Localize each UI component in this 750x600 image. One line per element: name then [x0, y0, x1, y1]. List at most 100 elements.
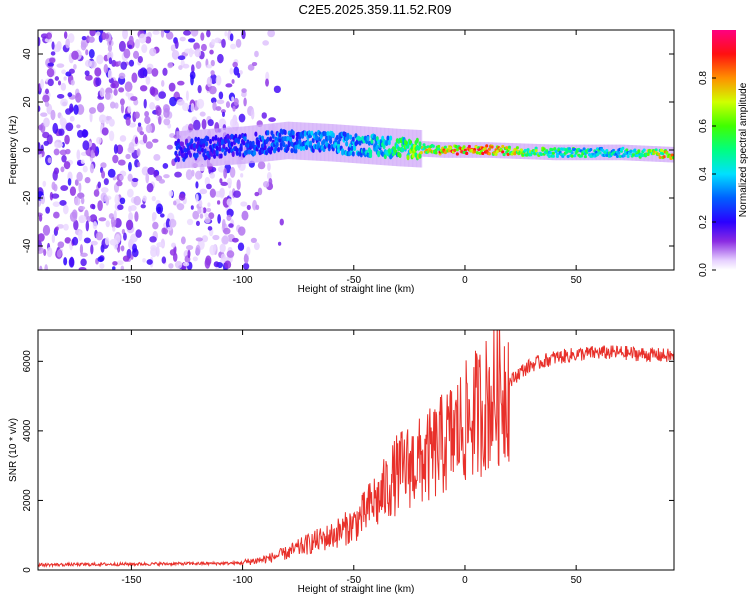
noise-speckle [58, 128, 65, 136]
noise-speckle [52, 201, 61, 207]
noise-speckle [185, 169, 193, 181]
noise-speckle [73, 104, 79, 115]
noise-speckle [44, 264, 48, 270]
noise-speckle [198, 199, 203, 208]
noise-speckle [190, 74, 194, 86]
ridge-blob [346, 132, 350, 138]
ridge-halo [385, 127, 388, 166]
noise-speckle [100, 187, 109, 193]
noise-speckle [119, 98, 125, 106]
noise-speckle [210, 59, 215, 67]
noise-speckle [54, 76, 60, 81]
ridge-halo [369, 126, 372, 165]
ridge-halo [219, 128, 223, 166]
noise-speckle [158, 115, 162, 125]
y-tick-label: 40 [22, 48, 33, 60]
colorbar-gradient [712, 30, 736, 270]
noise-speckle [78, 230, 83, 242]
noise-speckle [182, 262, 190, 267]
ridge-blob [190, 138, 194, 144]
ridge-blob [192, 143, 197, 149]
noise-speckle [71, 50, 79, 60]
noise-speckle [229, 166, 236, 178]
ridge-blob [387, 139, 391, 146]
ridge-blob [215, 145, 219, 151]
ridge-blob [610, 152, 614, 156]
noise-speckle [98, 217, 107, 222]
noise-speckle [53, 167, 60, 175]
noise-speckle [206, 30, 211, 38]
noise-speckle [221, 235, 229, 245]
noise-speckle [177, 80, 185, 86]
noise-speckle [137, 122, 142, 127]
ridge-blob [370, 138, 374, 144]
noise-speckle [128, 142, 135, 152]
noise-speckle [277, 241, 282, 246]
noise-speckle [143, 69, 148, 77]
noise-speckle [266, 172, 272, 181]
ridge-blob [637, 149, 641, 153]
noise-speckle [163, 174, 170, 179]
ridge-blob [583, 154, 588, 159]
noise-speckle [149, 47, 157, 57]
noise-speckle [161, 227, 167, 235]
noise-speckle [163, 118, 171, 126]
noise-speckle [243, 97, 247, 107]
noise-speckle [52, 122, 59, 134]
ridge-blob [322, 138, 326, 145]
noise-speckle [152, 138, 159, 143]
ridge-halo [430, 141, 433, 158]
noise-speckle [125, 116, 131, 126]
noise-speckle [231, 237, 239, 243]
noise-speckle [231, 96, 235, 102]
noise-speckle [190, 102, 195, 113]
noise-speckle [144, 110, 150, 118]
ridge-halo [408, 129, 411, 167]
noise-speckle [97, 256, 104, 263]
ridge-halo [573, 144, 576, 161]
noise-speckle [166, 144, 173, 150]
ridge-blob [481, 151, 485, 156]
noise-speckle [209, 49, 214, 55]
noise-speckle [141, 44, 148, 54]
noise-speckle [69, 106, 74, 112]
noise-speckle [139, 85, 148, 92]
x-tick-label: 0 [462, 575, 468, 586]
ridge-blob [422, 143, 426, 147]
ridge-blob [323, 131, 327, 137]
noise-speckle [75, 92, 82, 103]
noise-speckle [128, 212, 134, 222]
noise-speckle [60, 166, 65, 173]
noise-speckle [166, 226, 172, 231]
noise-speckle [217, 53, 224, 64]
noise-speckle [68, 68, 75, 74]
noise-speckle [65, 38, 70, 49]
noise-speckle [120, 245, 125, 252]
ridge-blob [203, 148, 207, 154]
ridge-halo [390, 128, 393, 166]
ridge-halo [481, 142, 484, 158]
noise-speckle [162, 163, 169, 169]
noise-speckle [182, 102, 190, 112]
ridge-blob [239, 146, 243, 152]
noise-speckle [177, 55, 186, 61]
ridge-blob [617, 151, 621, 155]
ridge-blob [298, 139, 302, 145]
noise-speckle [47, 157, 52, 164]
noise-speckle [117, 204, 124, 211]
noise-speckle [153, 154, 161, 161]
noise-speckle [192, 256, 198, 262]
ridge-halo [327, 123, 331, 162]
noise-speckle [133, 50, 140, 59]
noise-speckle [38, 246, 44, 254]
ridge-halo [630, 145, 634, 161]
ridge-blob [294, 144, 298, 150]
ridge-blob [183, 147, 187, 153]
ridge-blob [565, 150, 569, 154]
noise-speckle [224, 30, 228, 37]
snr-y-ticks: 0 2000 4000 6000 [22, 350, 674, 573]
ridge-blob [208, 138, 213, 145]
ridge-halo [504, 142, 507, 159]
ridge-blob [355, 139, 359, 145]
ridge-blob [180, 152, 185, 159]
